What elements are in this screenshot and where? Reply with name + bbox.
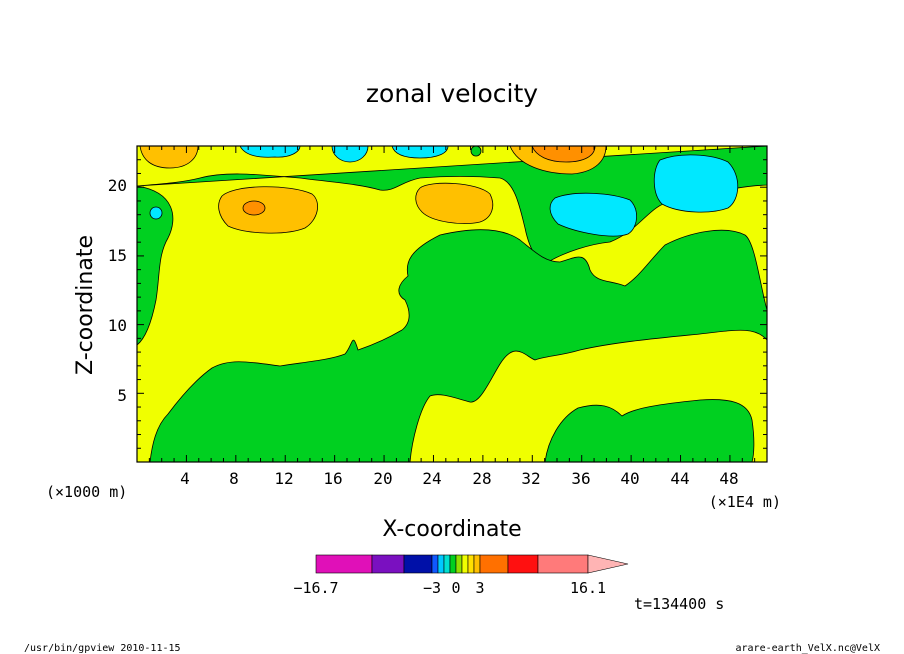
region-orange-top-left (139, 146, 199, 169)
region-orange-mid (415, 182, 494, 224)
x-tick-label: 12 (274, 469, 293, 488)
colorbar-label: −3 (423, 579, 441, 597)
colorbar-seg (371, 554, 405, 574)
footer-left: /usr/bin/gpview 2010-11-15 (24, 643, 181, 654)
y-tick-label: 10 (108, 316, 127, 335)
colorbar-seg (473, 554, 481, 574)
region-green-dot-top (470, 146, 482, 157)
region-cyan-small (149, 206, 163, 220)
colorbar-min-label: −16.7 (293, 579, 338, 597)
colorbar-seg (461, 554, 469, 574)
colorbar-seg (537, 554, 589, 574)
colorbar-seg (315, 554, 373, 574)
x-tick-label: 28 (472, 469, 491, 488)
colorbar-seg (403, 554, 433, 574)
colorbar (315, 554, 629, 574)
x-tick-label: 44 (670, 469, 689, 488)
colorbar-seg (467, 554, 475, 574)
colorbar-seg (507, 554, 539, 574)
region-green-left (137, 146, 174, 346)
footer-right: arare-earth_VelX.nc@VelX (736, 643, 881, 654)
colorbar-max-label: 16.1 (570, 579, 606, 597)
y-tick-label: 5 (117, 386, 127, 405)
region-cyan-top-3 (391, 146, 449, 159)
colorbar-seg (443, 554, 451, 574)
x-unit-label: (×1E4 m) (709, 493, 781, 511)
x-tick-label: 4 (180, 469, 190, 488)
plot-frame (136, 145, 768, 463)
colorbar-seg (455, 554, 463, 574)
colorbar-seg (449, 554, 457, 574)
region-cyan-mid-right (549, 192, 637, 237)
x-tick-label: 40 (620, 469, 639, 488)
colorbar-seg (431, 554, 439, 574)
x-tick-label: 20 (373, 469, 392, 488)
region-dark-orange-left (242, 200, 266, 216)
x-tick-label: 32 (521, 469, 540, 488)
x-tick-label: 36 (571, 469, 590, 488)
region-green-center (149, 229, 767, 462)
y-tick-label: 15 (108, 246, 127, 265)
colorbar-arrow (587, 554, 629, 574)
y-unit-label: (×1000 m) (46, 483, 127, 501)
y-tick-label: 20 (108, 176, 127, 195)
colorbar-label: 3 (475, 579, 484, 597)
region-dark-orange-top-right (531, 146, 596, 163)
colorbar-label: 0 (451, 579, 460, 597)
chart-title: zonal velocity (366, 79, 538, 108)
contour-plot (136, 145, 768, 463)
axis-ticks (137, 146, 767, 462)
x-tick-label: 16 (323, 469, 342, 488)
time-annotation: t=134400 s (634, 595, 724, 613)
x-tick-label: 24 (422, 469, 441, 488)
colorbar-seg (479, 554, 509, 574)
x-axis-title: X-coordinate (382, 517, 521, 542)
x-tick-label: 48 (719, 469, 738, 488)
y-axis-title: Z-coordinate (73, 235, 98, 375)
region-green-bottom-right (544, 399, 755, 462)
region-orange-left (218, 186, 319, 234)
x-tick-label: 8 (229, 469, 239, 488)
colorbar-seg (437, 554, 445, 574)
region-cyan-top-right (653, 154, 739, 213)
